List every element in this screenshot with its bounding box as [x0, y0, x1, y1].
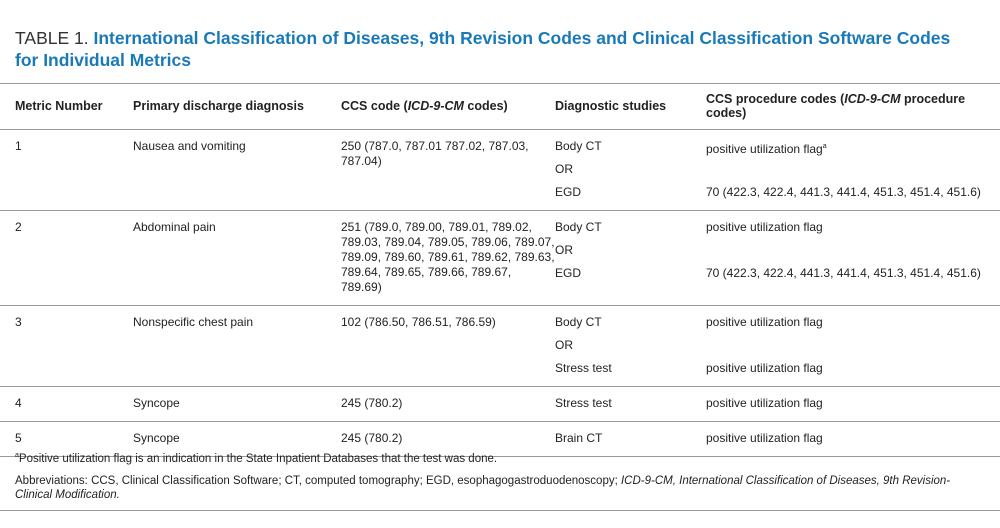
table-row: 2 Abdominal pain 251 (789.0, 789.00, 789.0…	[0, 210, 1000, 306]
study: Body CT	[555, 139, 602, 153]
header-text: CCS procedure codes (	[706, 92, 845, 106]
header-text: codes)	[463, 99, 508, 113]
footnotes: aPositive utilization flag is an indicat…	[15, 449, 985, 510]
footnote: aPositive utilization flag is an indicat…	[15, 449, 985, 466]
procedure-cell: positive utilization flag	[706, 421, 1000, 457]
title-label: TABLE 1.	[15, 28, 89, 48]
table-row: 5 Syncope 245 (780.2) Brain CT positive util…	[0, 421, 1000, 457]
metric-cell: 4	[0, 386, 133, 422]
footnote-text: Positive utilization flag is an indicati…	[18, 452, 498, 465]
table-row: 1 Nausea and vomiting 250 (787.0, 787.01 7…	[0, 129, 1000, 211]
procedure: positive utilization flag	[706, 357, 1000, 380]
procedure-text: positive utilization flag	[706, 431, 823, 445]
header-cell: Metric Number	[0, 83, 133, 130]
header-text: Metric Number	[15, 99, 103, 113]
header-row: Metric Number Primary discharge diagnosis…	[0, 83, 1000, 130]
ccs-cell: 250 (787.0, 787.01 787.02, 787.03, 787.0…	[341, 129, 555, 211]
header-text: ICD-9-CM	[844, 92, 901, 106]
header-text: procedure codes)	[706, 92, 966, 120]
procedure	[706, 334, 1000, 357]
studies-cell: Body CT OR EGD	[555, 129, 706, 211]
metric-cell: 5	[0, 421, 133, 457]
procedure-text: positive utilization flag	[706, 396, 823, 410]
table-body: 1 Nausea and vomiting 250 (787.0, 787.01 7…	[0, 129, 1000, 457]
header-text: CCS code (	[341, 99, 408, 113]
procedure: 70 (422.3, 422.4, 441.3, 441.4, 451.3, 4…	[706, 181, 1000, 204]
study: EGD	[555, 185, 582, 199]
procedure-text: 70 (422.3, 422.4, 441.3, 441.4, 451.3, 4…	[706, 266, 981, 280]
study: OR	[555, 162, 573, 176]
study: Body CT	[555, 220, 602, 234]
abbreviations: Abbreviations: CCS, Clinical Classificat…	[15, 474, 985, 502]
bottom-rule	[0, 510, 1000, 511]
study: EGD	[555, 266, 582, 280]
diagnosis-cell: Nausea and vomiting	[133, 129, 341, 211]
abbreviations-text: Abbreviations: CCS, Clinical Classificat…	[15, 474, 621, 487]
abbreviations-italic: ICD-9-CM, International Classification o…	[15, 474, 951, 501]
metric-cell: 1	[0, 129, 133, 211]
procedure-note: a	[822, 143, 827, 150]
ccs-cell: 251 (789.0, 789.00, 789.01, 789.02, 789.…	[341, 210, 555, 306]
ccs-cell: 245 (780.2)	[341, 421, 555, 457]
study: Stress test	[555, 396, 612, 410]
study: Body CT	[555, 315, 602, 329]
diagnosis-cell: Syncope	[133, 421, 341, 457]
procedure-text: positive utilization flag	[706, 220, 823, 234]
header-cell: Primary discharge diagnosis	[133, 83, 341, 130]
header-cell: CCS procedure codes (ICD-9-CM procedure …	[706, 83, 1000, 130]
diagnosis-cell: Nonspecific chest pain	[133, 305, 341, 387]
procedure	[706, 239, 1000, 262]
procedure: positive utilization flag	[706, 311, 1000, 334]
table-title: TABLE 1. International Classification of…	[15, 27, 975, 71]
study: Stress test	[555, 361, 612, 375]
procedure-cell: positive utilization flag positive utiliz…	[706, 305, 1000, 387]
procedure-cell: positive utilization flaga 70 (422.3, 422…	[706, 129, 1000, 211]
studies-cell: Stress test	[555, 386, 706, 422]
footnote-mark: a	[15, 452, 19, 459]
procedure-text: 70 (422.3, 422.4, 441.3, 441.4, 451.3, 4…	[706, 185, 981, 199]
header-text: ICD-9-CM	[407, 99, 464, 113]
procedure: positive utilization flag	[706, 427, 1000, 450]
table-row: 4 Syncope 245 (780.2) Stress test positive u…	[0, 386, 1000, 422]
table-row: 3 Nonspecific chest pain 102 (786.50, 786.…	[0, 305, 1000, 387]
study: Brain CT	[555, 431, 603, 445]
studies-cell: Body CT OR EGD	[555, 210, 706, 306]
title-text: International Classification of Diseases…	[15, 28, 951, 70]
procedure-text: positive utilization flag	[706, 142, 823, 156]
studies-cell: Body CT OR Stress test	[555, 305, 706, 387]
procedure-cell: positive utilization flag 70 (422.3, 422.…	[706, 210, 1000, 306]
study: OR	[555, 338, 573, 352]
ccs-cell: 102 (786.50, 786.51, 786.59)	[341, 305, 555, 387]
metric-cell: 2	[0, 210, 133, 306]
header-cell: Diagnostic studies	[555, 83, 706, 130]
procedure	[706, 158, 1000, 181]
ccs-cell: 245 (780.2)	[341, 386, 555, 422]
procedure: positive utilization flag	[706, 216, 1000, 239]
studies-cell: Brain CT	[555, 421, 706, 457]
header-text: Primary discharge diagnosis	[133, 99, 304, 113]
diagnosis-cell: Syncope	[133, 386, 341, 422]
procedure-cell: positive utilization flag	[706, 386, 1000, 422]
table: Metric Number Primary discharge diagnosis…	[0, 83, 1000, 457]
procedure: positive utilization flaga	[706, 135, 1000, 158]
diagnosis-cell: Abdominal pain	[133, 210, 341, 306]
procedure: positive utilization flag	[706, 392, 1000, 415]
study: OR	[555, 243, 573, 257]
header-cell: CCS code (ICD-9-CM codes)	[341, 83, 555, 130]
metric-cell: 3	[0, 305, 133, 387]
procedure: 70 (422.3, 422.4, 441.3, 441.4, 451.3, 4…	[706, 262, 1000, 285]
header-text: Diagnostic studies	[555, 99, 667, 113]
procedure-text: positive utilization flag	[706, 315, 823, 329]
procedure-text: positive utilization flag	[706, 361, 823, 375]
